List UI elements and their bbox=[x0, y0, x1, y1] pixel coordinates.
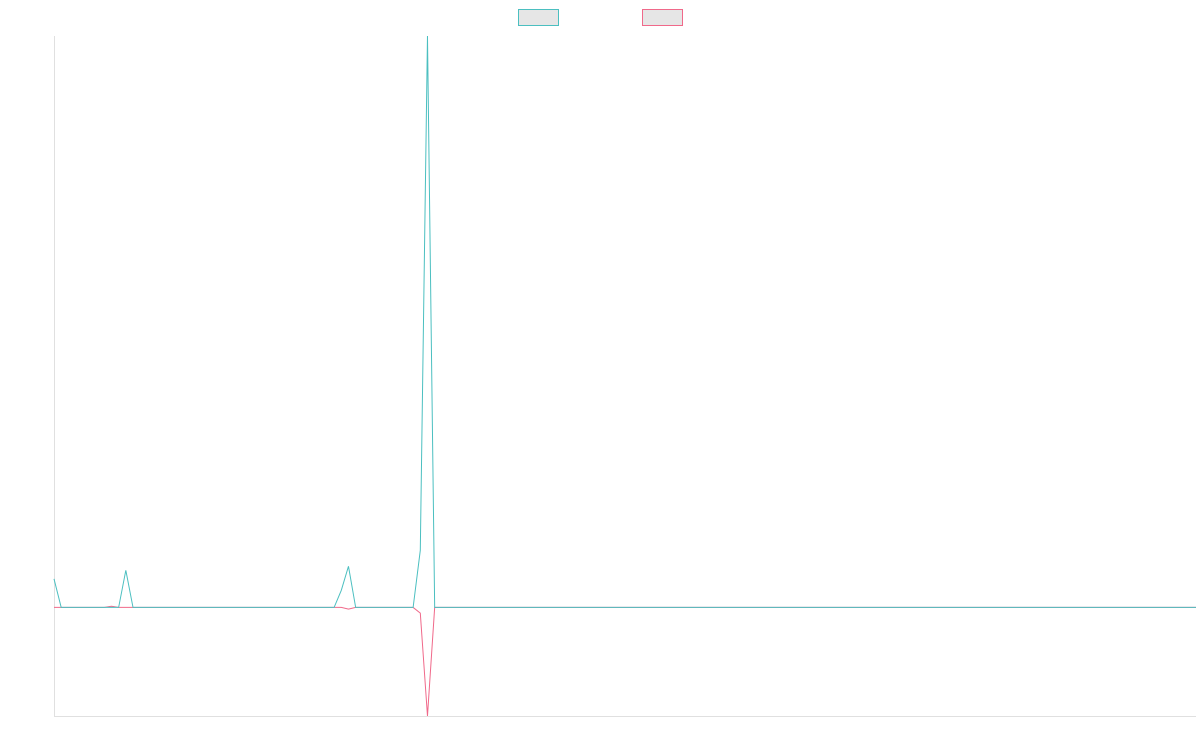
axes bbox=[54, 36, 1196, 717]
legend-swatch-series-2[interactable] bbox=[642, 9, 683, 26]
legend-swatch-series-1[interactable] bbox=[518, 9, 559, 26]
series-layer bbox=[53, 35, 1196, 717]
series-line-1 bbox=[53, 35, 1196, 608]
series-line-2 bbox=[54, 605, 1196, 717]
legend[interactable] bbox=[518, 9, 683, 26]
